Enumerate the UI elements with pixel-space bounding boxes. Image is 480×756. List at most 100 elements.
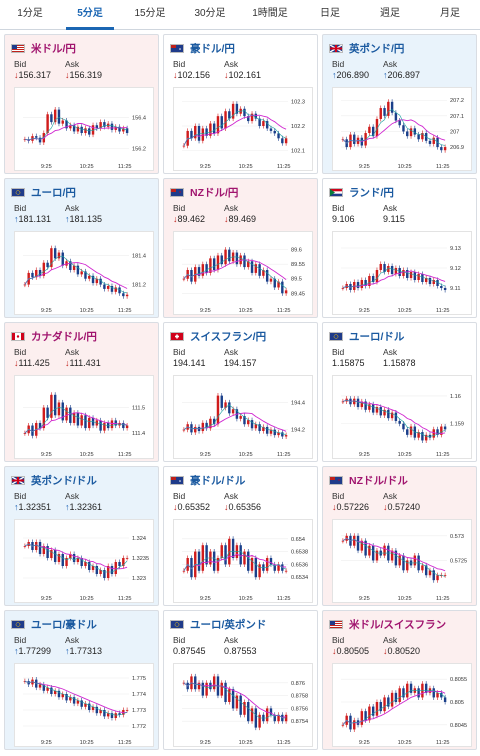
rate-card[interactable]: 米ドル/円 Bid Ask ↓156.317 ↓156.319 156.4 156.2 9:2… bbox=[4, 34, 159, 174]
mini-chart[interactable]: 1.324 1.3235 1.323 9:25 10:25 11:25 bbox=[14, 519, 154, 603]
mini-chart[interactable]: 9.13 9.12 9.11 9:25 10:25 11:25 bbox=[332, 231, 472, 315]
pair-title[interactable]: スイスフラン/円 bbox=[170, 329, 266, 343]
pair-title[interactable]: カナダドル/円 bbox=[11, 329, 97, 343]
pair-title[interactable]: 米ドル/スイスフラン bbox=[329, 617, 446, 631]
mini-chart[interactable]: 0.8055 0.805 0.8045 9:25 10:25 11:25 bbox=[332, 663, 472, 747]
rate-card[interactable]: ユーロ/豪ドル Bid Ask ↑1.77299 ↑1.77313 1.775 1.774 1… bbox=[4, 610, 159, 750]
pair-title[interactable]: NZドル/円 bbox=[170, 185, 238, 199]
rate-card[interactable]: NZドル/ドル Bid Ask ↓0.57226 ↓0.57240 0.573 0.5725… bbox=[322, 466, 477, 606]
mini-chart[interactable]: 0.654 0.6538 0.6536 0.6534 9:25 10:25 11:25 bbox=[173, 519, 313, 603]
rate-card[interactable]: 豪ドル/ドル Bid Ask ↓0.65352 ↓0.65356 0.654 0.6538 0… bbox=[163, 466, 318, 606]
mini-chart[interactable]: 207.2 207.1 207 206.9 9:25 10:25 11:25 bbox=[332, 87, 472, 171]
pair-name[interactable]: ユーロ/豪ドル bbox=[31, 618, 97, 631]
ask-label: Ask bbox=[224, 491, 239, 501]
pair-name[interactable]: ユーロ/英ポンド bbox=[190, 618, 267, 631]
pair-title[interactable]: 英ポンド/ドル bbox=[11, 473, 97, 487]
rate-card[interactable]: ランド/円 Bid Ask ↓9.106 ↓9.115 9.13 9.12 9.11 9:25 1… bbox=[322, 178, 477, 318]
mini-chart[interactable]: 194.4 194.2 9:25 10:25 11:25 bbox=[173, 375, 313, 459]
pair-title[interactable]: ランド/円 bbox=[329, 185, 394, 199]
rate-card[interactable]: ユーロ/円 Bid Ask ↑181.131 ↑181.135 181.4 181.2 9:2… bbox=[4, 178, 159, 318]
candle bbox=[409, 128, 413, 137]
candle bbox=[122, 422, 125, 429]
pair-name[interactable]: 豪ドル/ドル bbox=[190, 474, 246, 487]
pair-title[interactable]: ユーロ/英ポンド bbox=[170, 617, 266, 631]
pair-name[interactable]: カナダドル/円 bbox=[31, 330, 97, 343]
candle bbox=[46, 114, 49, 134]
pair-name[interactable]: NZドル/円 bbox=[190, 186, 239, 199]
rate-card[interactable]: 英ポンド/円 Bid Ask ↑206.890 ↑206.897 207.2 207.1 20… bbox=[322, 34, 477, 174]
candle bbox=[265, 708, 269, 722]
tab-3[interactable]: 30分足 bbox=[194, 8, 226, 19]
y-tick-label: 0.876 bbox=[291, 681, 305, 687]
pair-title[interactable]: ユーロ/豪ドル bbox=[11, 617, 97, 631]
mini-chart[interactable]: 0.876 0.8758 0.8756 0.8754 9:25 10:25 11:25 bbox=[173, 663, 313, 747]
rate-card[interactable]: スイスフラン/円 Bid Ask ↓194.141 ↓194.157 194.4 194.2… bbox=[163, 322, 318, 462]
mini-chart[interactable]: 89.6 89.55 89.5 89.45 9:25 10:25 11:25 bbox=[173, 231, 313, 315]
pair-name[interactable]: 米ドル/円 bbox=[31, 42, 76, 55]
x-tick-label: 10:25 bbox=[80, 740, 94, 746]
rate-card[interactable]: 英ポンド/ドル Bid Ask ↑1.32351 ↑1.32361 1.324 1.3235… bbox=[4, 466, 159, 606]
candle bbox=[23, 284, 27, 286]
pair-title[interactable]: 豪ドル/ドル bbox=[170, 473, 245, 487]
mini-chart[interactable]: 111.5 111.4 9:25 10:25 11:25 bbox=[14, 375, 154, 459]
pair-name[interactable]: ユーロ/円 bbox=[31, 186, 76, 199]
candle bbox=[122, 128, 125, 132]
x-tick-label: 11:25 bbox=[277, 308, 291, 314]
candle bbox=[194, 426, 197, 433]
candle bbox=[284, 290, 288, 294]
pair-name[interactable]: スイスフラン/円 bbox=[190, 330, 267, 343]
pair-title[interactable]: 英ポンド/円 bbox=[329, 41, 404, 55]
rate-card[interactable]: 米ドル/スイスフラン Bid Ask ↓0.80505 ↓0.80520 0.8055 0.… bbox=[322, 610, 477, 750]
tab-0[interactable]: 1分足 bbox=[17, 8, 43, 19]
tab-1[interactable]: 5分足 bbox=[60, 0, 120, 30]
mini-chart[interactable]: 181.4 181.2 9:25 10:25 11:25 bbox=[14, 231, 154, 315]
candle bbox=[443, 697, 447, 702]
pair-name[interactable]: 米ドル/スイスフラン bbox=[349, 618, 447, 631]
candle bbox=[23, 546, 27, 547]
candle bbox=[190, 270, 193, 282]
pair-name[interactable]: 英ポンド/円 bbox=[349, 42, 405, 55]
mini-chart[interactable]: 1.16 1.159 9:25 10:25 11:25 bbox=[332, 375, 472, 459]
mini-chart[interactable]: 1.775 1.774 1.773 1.772 9:25 10:25 11:25 bbox=[14, 663, 154, 747]
pair-title[interactable]: NZドル/ドル bbox=[329, 473, 408, 487]
candle bbox=[106, 713, 110, 717]
tab-4[interactable]: 1時間足 bbox=[252, 8, 288, 19]
x-tick-label: 10:25 bbox=[398, 452, 412, 458]
candle bbox=[99, 710, 102, 714]
rate-card[interactable]: カナダドル/円 Bid Ask ↓111.425 ↓111.431 111.5 111.4 9… bbox=[4, 322, 159, 462]
rate-card[interactable]: 豪ドル/円 Bid Ask ↓102.156 ↓102.161 102.3 102.2 102… bbox=[163, 34, 318, 174]
moving-average-short-line bbox=[342, 537, 446, 577]
candle bbox=[387, 697, 390, 707]
mini-chart[interactable]: 0.573 0.5725 9:25 10:25 11:25 bbox=[332, 519, 472, 603]
pair-name[interactable]: ユーロ/ドル bbox=[349, 330, 405, 343]
pair-title[interactable]: ユーロ/円 bbox=[11, 185, 76, 199]
candle bbox=[421, 565, 424, 571]
candle bbox=[394, 112, 398, 121]
tab-6[interactable]: 週足 bbox=[380, 8, 400, 19]
candle bbox=[46, 546, 49, 558]
pair-name[interactable]: NZドル/ドル bbox=[349, 474, 408, 487]
candle bbox=[443, 575, 447, 577]
candle bbox=[277, 133, 280, 139]
pair-title[interactable]: 米ドル/円 bbox=[11, 41, 76, 55]
rate-card[interactable]: ユーロ/ドル Bid Ask ↓1.15875 ↓1.15878 1.16 1.159 9:2… bbox=[322, 322, 477, 462]
rate-card[interactable]: ユーロ/英ポンド Bid Ask ↓0.87545 ↓0.87553 0.876 0.875… bbox=[163, 610, 318, 750]
pair-title[interactable]: ユーロ/ドル bbox=[329, 329, 404, 343]
tab-2[interactable]: 15分足 bbox=[134, 8, 166, 19]
arrow-up-icon: ↑ bbox=[14, 646, 19, 656]
candle bbox=[254, 558, 258, 578]
tab-5[interactable]: 日足 bbox=[320, 8, 340, 19]
pair-name[interactable]: 豪ドル/円 bbox=[190, 42, 235, 55]
candle bbox=[224, 111, 227, 129]
pair-name[interactable]: ランド/円 bbox=[349, 186, 394, 199]
pair-name[interactable]: 英ポンド/ドル bbox=[31, 474, 97, 487]
candle bbox=[99, 570, 102, 574]
arrow-down-icon: ↓ bbox=[173, 502, 178, 512]
bid-value: ↓0.80505 bbox=[332, 646, 370, 656]
mini-chart[interactable]: 156.4 156.2 9:25 10:25 11:25 bbox=[14, 87, 154, 171]
pair-title[interactable]: 豪ドル/円 bbox=[170, 41, 235, 55]
tab-7[interactable]: 月足 bbox=[440, 8, 460, 19]
rate-card[interactable]: NZドル/円 Bid Ask ↓89.462 ↓89.469 89.6 89.55 89.5 8… bbox=[163, 178, 318, 318]
y-tick-label: 207.1 bbox=[450, 114, 464, 120]
mini-chart[interactable]: 102.3 102.2 102.1 9:25 10:25 11:25 bbox=[173, 87, 313, 171]
